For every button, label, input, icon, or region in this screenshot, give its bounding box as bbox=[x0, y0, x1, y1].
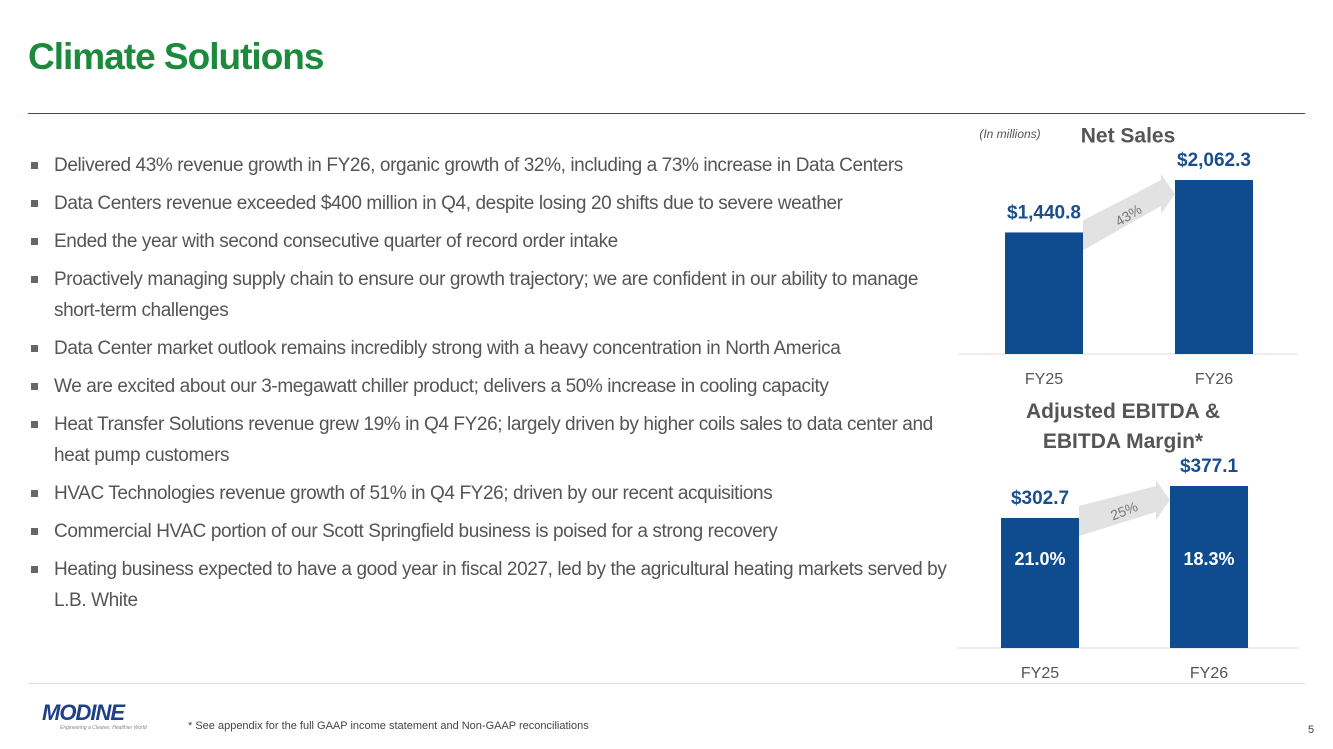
bullet: Proactively managing supply chain to ens… bbox=[28, 264, 958, 326]
bullet: Heat Transfer Solutions revenue grew 19%… bbox=[28, 409, 958, 471]
value-label: $377.1 bbox=[1180, 456, 1239, 477]
bar bbox=[1005, 232, 1083, 354]
growth-arrow bbox=[1083, 174, 1175, 251]
x-tick-label: FY26 bbox=[1190, 665, 1228, 682]
bullet: Ended the year with second consecutive q… bbox=[28, 226, 958, 257]
bullet: Delivered 43% revenue growth in FY26, or… bbox=[28, 150, 958, 181]
margin-label: 21.0% bbox=[1014, 549, 1065, 569]
unit-note: (In millions) bbox=[979, 127, 1040, 141]
x-tick-label: FY26 bbox=[1195, 371, 1233, 388]
bullet: Data Center market outlook remains incre… bbox=[28, 333, 958, 364]
chart-title: Adjusted EBITDA & EBITDA Margin* bbox=[1026, 400, 1220, 453]
growth-arrow bbox=[1079, 480, 1170, 536]
bar bbox=[1175, 180, 1253, 354]
margin-label: 18.3% bbox=[1183, 549, 1234, 569]
bullet: We are excited about our 3-megawatt chil… bbox=[28, 371, 958, 402]
footnote: * See appendix for the full GAAP income … bbox=[188, 720, 589, 732]
logo: MODINE bbox=[42, 700, 125, 725]
chart-title: Net Sales bbox=[1081, 125, 1176, 148]
slide-title: Climate Solutions bbox=[28, 36, 324, 77]
bullet-list: Delivered 43% revenue growth in FY26, or… bbox=[28, 150, 958, 623]
page-number: 5 bbox=[1308, 724, 1315, 736]
footer-rule bbox=[28, 683, 1305, 684]
bullet: Data Centers revenue exceeded $400 milli… bbox=[28, 188, 958, 219]
logo-tagline: Engineering a Cleaner, Healthier World bbox=[60, 725, 147, 731]
value-label: $2,062.3 bbox=[1177, 150, 1251, 171]
bar bbox=[1170, 486, 1248, 648]
value-label: $302.7 bbox=[1011, 488, 1069, 509]
bullet: Heating business expected to have a good… bbox=[28, 554, 958, 616]
bar bbox=[1001, 517, 1079, 648]
value-label: $1,440.8 bbox=[1007, 202, 1081, 223]
x-tick-label: FY25 bbox=[1025, 371, 1063, 388]
bullet: Commercial HVAC portion of our Scott Spr… bbox=[28, 516, 958, 547]
bullet: HVAC Technologies revenue growth of 51% … bbox=[28, 478, 958, 509]
x-tick-label: FY25 bbox=[1021, 665, 1059, 682]
title-rule bbox=[28, 113, 1305, 114]
